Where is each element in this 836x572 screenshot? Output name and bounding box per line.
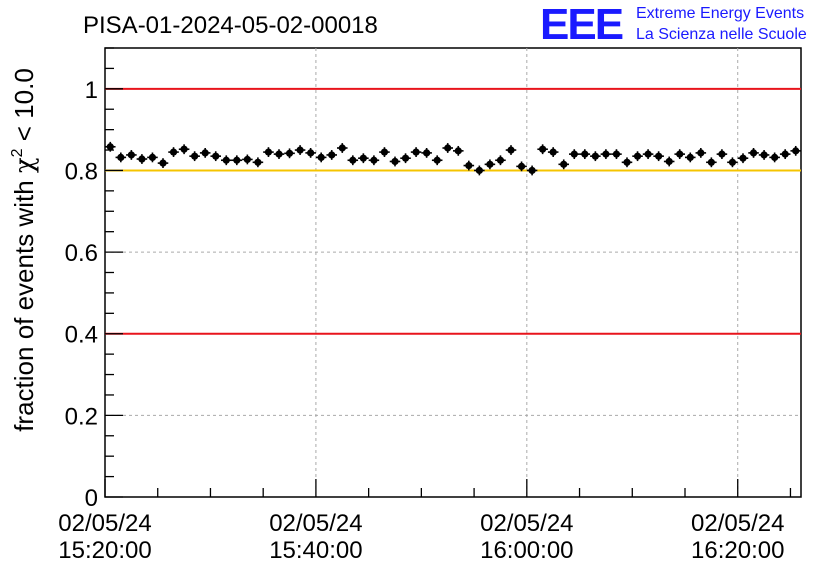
plot-area: 00.20.40.60.8102/05/2415:20:0002/05/2415… xyxy=(58,47,802,564)
logo-line-1: Extreme Energy Events xyxy=(636,5,804,22)
data-point xyxy=(728,158,737,166)
data-point xyxy=(771,153,779,161)
data-point xyxy=(486,160,494,168)
data-point xyxy=(349,156,357,164)
data-point xyxy=(423,149,431,157)
data-point xyxy=(191,152,199,160)
data-point xyxy=(212,152,220,160)
data-point xyxy=(539,145,547,153)
y-axis-label-sup: 2 xyxy=(9,148,26,157)
data-point xyxy=(317,153,325,161)
data-point xyxy=(749,149,758,157)
data-point xyxy=(686,153,694,161)
data-point xyxy=(106,143,114,151)
y-tick-label: 0.6 xyxy=(65,240,98,267)
run-title: PISA-01-2024-05-02-00018 xyxy=(83,12,378,39)
data-point xyxy=(655,152,663,160)
data-point xyxy=(233,156,241,164)
data-point xyxy=(148,153,157,161)
data-point xyxy=(307,149,315,157)
data-point xyxy=(633,152,642,160)
y-tick-label: 0.8 xyxy=(65,158,98,185)
y-axis-label: fraction of events with χ2 < 10.0 xyxy=(9,68,40,432)
data-point xyxy=(370,156,378,164)
data-point xyxy=(644,150,652,158)
data-point xyxy=(285,149,294,157)
data-point xyxy=(549,148,557,156)
data-point xyxy=(560,160,568,168)
plot-frame xyxy=(104,47,802,498)
data-point xyxy=(444,144,452,152)
data-point xyxy=(612,150,621,158)
data-point xyxy=(159,159,167,167)
data-point xyxy=(718,150,726,158)
x-tick-label-date: 02/05/24 xyxy=(58,510,151,537)
data-point xyxy=(465,161,473,170)
data-point xyxy=(243,155,251,164)
data-point xyxy=(391,157,399,166)
x-tick-label-date: 02/05/24 xyxy=(480,510,573,537)
data-point xyxy=(739,154,747,162)
data-point xyxy=(254,158,262,166)
x-tick-label-time: 16:20:00 xyxy=(691,537,784,564)
data-point xyxy=(602,150,610,158)
data-point xyxy=(665,157,673,166)
y-axis-label-sym: χ xyxy=(10,157,40,173)
data-point xyxy=(380,148,389,156)
x-tick-label-date: 02/05/24 xyxy=(691,510,784,537)
x-tick-label-time: 16:00:00 xyxy=(480,537,573,564)
data-point xyxy=(676,150,684,158)
data-point xyxy=(222,156,230,164)
data-point xyxy=(623,158,631,166)
y-tick-label: 0.2 xyxy=(65,403,98,430)
data-point xyxy=(127,151,135,159)
data-point xyxy=(401,154,410,162)
data-point xyxy=(201,149,209,157)
data-point xyxy=(328,151,336,159)
data-point xyxy=(570,150,578,158)
data-point xyxy=(138,155,146,163)
data-point xyxy=(475,166,483,175)
data-point xyxy=(792,147,800,155)
y-tick-label: 0 xyxy=(85,485,98,512)
data-point xyxy=(581,150,589,158)
data-point xyxy=(454,147,462,155)
data-point xyxy=(507,146,515,154)
data-point xyxy=(517,162,526,170)
data-point xyxy=(359,154,367,162)
data-point xyxy=(275,150,283,158)
data-point xyxy=(528,166,536,175)
data-point xyxy=(496,156,505,164)
x-tick-label-date: 02/05/24 xyxy=(269,510,362,537)
eee-logo-text: EEE xyxy=(540,0,623,49)
data-point xyxy=(781,150,789,158)
data-point xyxy=(117,153,125,161)
data-point xyxy=(433,156,441,164)
data-point xyxy=(180,145,188,153)
data-point xyxy=(264,148,273,156)
data-point xyxy=(707,158,715,166)
y-axis-label-pre: fraction of events with xyxy=(9,173,39,432)
data-point xyxy=(169,148,178,156)
x-tick-label-time: 15:20:00 xyxy=(58,537,151,564)
data-point xyxy=(591,152,599,160)
data-point xyxy=(296,146,304,154)
eee-logo: EEE Extreme Energy Events La Scienza nel… xyxy=(540,0,807,49)
data-point xyxy=(760,151,768,159)
data-point xyxy=(412,148,420,156)
x-tick-label-time: 15:40:00 xyxy=(269,537,362,564)
data-point xyxy=(697,149,705,157)
y-tick-label: 0.4 xyxy=(65,322,98,349)
y-axis-label-post: < 10.0 xyxy=(9,68,39,148)
data-point xyxy=(338,144,346,152)
y-tick-label: 1 xyxy=(85,77,98,104)
logo-line-2: La Scienza nelle Scuole xyxy=(636,26,807,43)
